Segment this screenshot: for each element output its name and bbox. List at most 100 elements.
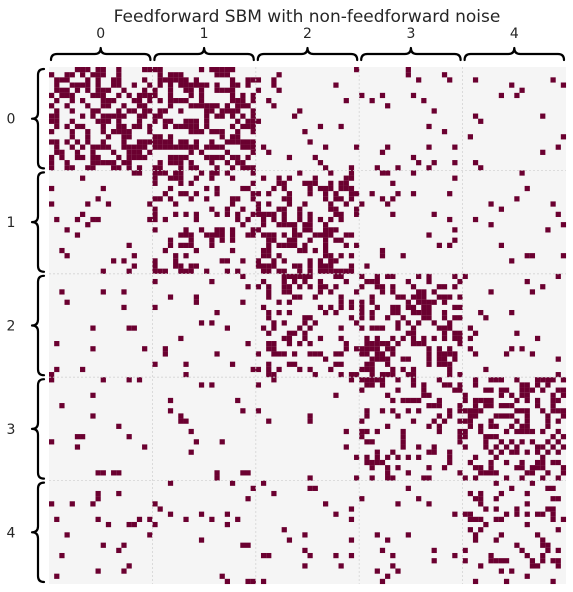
heatmap-cell bbox=[426, 351, 432, 357]
heatmap-cell bbox=[390, 366, 396, 373]
row-brace bbox=[30, 171, 46, 273]
heatmap-cell bbox=[374, 449, 380, 455]
heatmap-cell bbox=[307, 222, 313, 228]
heatmap-cell bbox=[240, 222, 246, 228]
heatmap-cell bbox=[297, 232, 303, 238]
heatmap-cell bbox=[472, 475, 479, 481]
heatmap-cell bbox=[131, 123, 137, 130]
heatmap-cell bbox=[85, 103, 91, 109]
heatmap-cell bbox=[338, 268, 344, 274]
heatmap-cell bbox=[472, 516, 479, 523]
heatmap-cell bbox=[219, 258, 225, 264]
heatmap-cell bbox=[105, 87, 112, 93]
heatmap-cell bbox=[131, 170, 137, 176]
heatmap-cell bbox=[379, 92, 386, 99]
heatmap-cell bbox=[379, 289, 386, 295]
heatmap-cell bbox=[364, 351, 370, 357]
heatmap-cell bbox=[514, 196, 520, 202]
heatmap-cell bbox=[152, 521, 158, 528]
heatmap-cell bbox=[379, 578, 386, 585]
heatmap-cell bbox=[509, 403, 515, 409]
heatmap-cell bbox=[69, 165, 75, 171]
heatmap-cell bbox=[59, 247, 65, 254]
heatmap-cell bbox=[436, 397, 442, 404]
heatmap-cell bbox=[498, 206, 505, 212]
heatmap-cell bbox=[240, 103, 246, 109]
heatmap-cell bbox=[147, 123, 153, 130]
heatmap-cell bbox=[255, 284, 262, 290]
heatmap-cell bbox=[328, 201, 334, 207]
heatmap-cell bbox=[498, 568, 505, 574]
heatmap-cell bbox=[229, 92, 236, 99]
heatmap-cell bbox=[178, 108, 184, 114]
column-block-label: 4 bbox=[510, 26, 519, 42]
heatmap-cell bbox=[467, 134, 473, 140]
heatmap-cell bbox=[369, 475, 375, 481]
heatmap-cell bbox=[111, 258, 117, 264]
heatmap-cell bbox=[467, 511, 473, 517]
heatmap-cell bbox=[374, 304, 380, 311]
heatmap-cell bbox=[421, 309, 427, 316]
heatmap-cell bbox=[121, 103, 127, 109]
heatmap-cell bbox=[478, 423, 484, 429]
heatmap-cell bbox=[338, 273, 344, 280]
heatmap-cell bbox=[416, 160, 422, 166]
heatmap-cell bbox=[302, 129, 308, 135]
heatmap-cell bbox=[204, 144, 210, 150]
heatmap-cell bbox=[400, 335, 406, 342]
heatmap-cell bbox=[167, 92, 174, 99]
heatmap-cell bbox=[235, 516, 241, 523]
heatmap-cell bbox=[348, 537, 355, 543]
heatmap-cell bbox=[131, 108, 137, 114]
heatmap-cell bbox=[478, 165, 484, 171]
heatmap-cell bbox=[255, 366, 262, 373]
heatmap-cell bbox=[540, 465, 546, 471]
heatmap-cell bbox=[178, 72, 184, 78]
heatmap-cell bbox=[121, 568, 127, 574]
heatmap-cell bbox=[421, 475, 427, 481]
heatmap-cell bbox=[488, 418, 494, 424]
heatmap-cell bbox=[188, 268, 194, 274]
heatmap-cell bbox=[224, 72, 230, 78]
heatmap-cell bbox=[188, 196, 194, 202]
heatmap-cell bbox=[95, 490, 101, 497]
heatmap-cell bbox=[317, 232, 324, 238]
heatmap-cell bbox=[157, 196, 163, 202]
heatmap-cell bbox=[250, 232, 256, 238]
heatmap-cell bbox=[59, 403, 65, 409]
heatmap-cell bbox=[467, 413, 473, 419]
heatmap-cell bbox=[436, 351, 442, 357]
heatmap-cell bbox=[545, 542, 551, 548]
heatmap-cell bbox=[49, 113, 55, 119]
heatmap-cell bbox=[426, 144, 432, 150]
heatmap-cell bbox=[250, 578, 256, 585]
heatmap-cell bbox=[302, 320, 308, 326]
heatmap-cell bbox=[426, 501, 432, 507]
heatmap-cell bbox=[328, 258, 334, 264]
heatmap-cell bbox=[49, 160, 55, 166]
heatmap-cell bbox=[167, 118, 174, 124]
heatmap-cell bbox=[416, 454, 422, 460]
heatmap-cell bbox=[379, 408, 386, 414]
heatmap-cell bbox=[250, 170, 256, 176]
heatmap-cell bbox=[410, 418, 417, 424]
heatmap-cell bbox=[178, 160, 184, 166]
heatmap-cell bbox=[266, 294, 272, 300]
heatmap-cell bbox=[271, 490, 277, 497]
heatmap-cell bbox=[514, 377, 520, 383]
heatmap-cell bbox=[136, 139, 143, 145]
heatmap-cell bbox=[54, 216, 60, 223]
heatmap-cell bbox=[100, 118, 106, 124]
heatmap-cell bbox=[157, 165, 163, 171]
heatmap-cell bbox=[49, 439, 55, 445]
heatmap-cell bbox=[369, 299, 375, 305]
heatmap-cell bbox=[90, 113, 96, 119]
heatmap-cell bbox=[498, 516, 505, 523]
heatmap-cell bbox=[421, 335, 427, 342]
heatmap-cell bbox=[323, 242, 329, 248]
heatmap-cell bbox=[245, 123, 251, 130]
heatmap-cell bbox=[493, 558, 499, 564]
heatmap-cell bbox=[519, 428, 525, 435]
heatmap-cell bbox=[167, 196, 174, 202]
heatmap-cell bbox=[390, 449, 396, 455]
